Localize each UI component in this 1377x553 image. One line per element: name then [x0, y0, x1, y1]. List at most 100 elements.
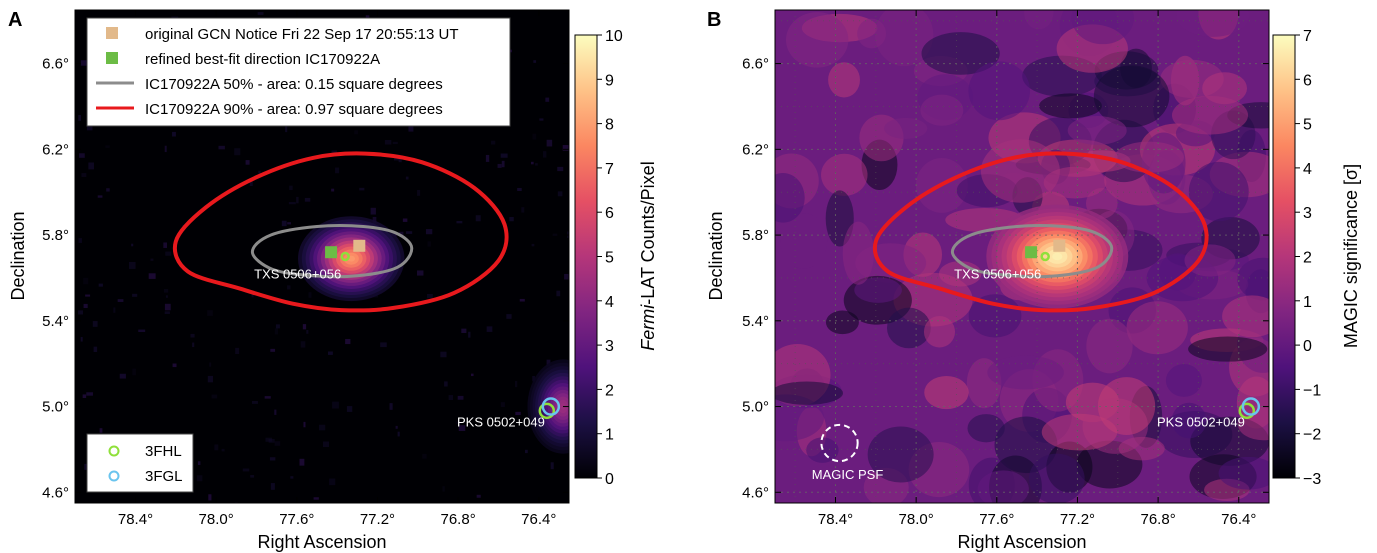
noise-pixel — [448, 395, 454, 401]
noise-pixel — [78, 310, 84, 315]
y-tick-label: 6.2° — [742, 141, 769, 158]
significance-blob — [780, 213, 828, 269]
noise-pixel — [132, 293, 138, 297]
noise-pixel — [172, 131, 176, 137]
noise-pixel — [331, 188, 335, 192]
marker-3fhl — [340, 251, 350, 262]
y-tick-label: 5.0° — [42, 399, 69, 416]
noise-pixel — [440, 351, 447, 358]
noise-pixel — [172, 363, 177, 368]
hotspot-ring — [1052, 252, 1063, 261]
noise-pixel — [500, 402, 505, 408]
noise-pixel — [491, 140, 496, 145]
colorbar-tick-label: 2 — [1303, 250, 1312, 267]
noise-pixel — [564, 273, 569, 280]
noise-pixel — [78, 153, 85, 158]
panel-a-colorbar-label: Fermi-LAT Counts/Pixel — [638, 161, 658, 350]
noise-pixel — [422, 453, 427, 459]
magic-psf-circle — [820, 423, 859, 463]
panel-label-b: B — [707, 9, 721, 31]
panel-a-colorbar-gradient — [574, 34, 598, 479]
significance-blob — [921, 32, 1000, 75]
noise-pixel — [285, 126, 288, 133]
noise-pixel — [270, 348, 276, 352]
noise-pixel — [78, 238, 82, 243]
colorbar-tick-label: 7 — [605, 161, 614, 178]
panel-a-colorbar: 0 1 2 3 4 5 6 7 8 9 10 Fermi-LAT Counts/Pixel — [574, 28, 658, 488]
noise-pixel — [392, 141, 398, 145]
noise-pixel — [221, 448, 225, 452]
noise-pixel — [515, 411, 521, 416]
noise-pixel — [461, 328, 467, 334]
noise-pixel — [517, 187, 522, 192]
panel-b-frame — [774, 9, 1270, 504]
panel-a-x-axis: 78.4° 78.0° 77.6° 77.2° 76.8° 76.4° — [118, 10, 556, 528]
noise-pixel — [405, 231, 413, 234]
noise-pixel — [380, 342, 387, 348]
significance-blob — [1188, 336, 1268, 362]
noise-pixel — [354, 130, 358, 135]
noise-pixel — [545, 97, 550, 102]
noise-pixel — [318, 424, 326, 431]
significance-blob — [1028, 453, 1085, 503]
legend-refined-swatch — [106, 52, 118, 64]
noise-pixel — [531, 243, 535, 247]
source-label-pks: PKS 0502+049 — [457, 415, 545, 430]
noise-pixel — [398, 159, 402, 163]
significance-blob — [980, 139, 1060, 203]
noise-pixel — [485, 154, 490, 162]
colorbar-tick-label: 4 — [1303, 161, 1312, 178]
noise-pixel — [327, 351, 333, 355]
significance-blob — [842, 221, 874, 285]
noise-pixel — [500, 153, 508, 158]
colorbar-tick-label: 6 — [1303, 72, 1312, 89]
noise-pixel — [329, 478, 336, 486]
noise-pixel — [86, 125, 93, 131]
significance-blob — [1218, 456, 1269, 490]
panel-b-colorbar-ticks: −3 −2 −1 0 1 2 3 4 5 6 7 — [1295, 28, 1321, 488]
colorbar-tick-label: 3 — [1303, 205, 1312, 222]
x-tick-label: 76.4° — [521, 511, 556, 528]
noise-pixel — [303, 421, 306, 428]
panel-b-y-axis: 4.6° 5.0° 5.4° 5.8° 6.2° 6.6° — [742, 56, 1269, 501]
significance-blob — [1176, 10, 1250, 37]
noise-pixel — [313, 497, 319, 500]
noise-pixel — [427, 293, 433, 299]
significance-blob — [1043, 166, 1107, 199]
noise-pixel — [207, 375, 213, 383]
x-tick-label: 76.8° — [1141, 511, 1176, 528]
noise-pixel — [532, 133, 537, 140]
panel-a-y-axis: 4.6° 5.0° 5.4° 5.8° 6.2° 6.6° — [42, 56, 569, 501]
legend-refined-label: refined best-fit direction IC170922A — [145, 51, 380, 68]
marker-3fgl — [541, 397, 561, 416]
noise-pixel — [455, 421, 462, 424]
x-tick-label: 77.2° — [1060, 511, 1095, 528]
noise-pixel — [427, 241, 431, 247]
noise-pixel — [148, 273, 156, 279]
significance-blob — [825, 310, 859, 335]
noise-pixel — [525, 449, 528, 454]
significance-blob — [1118, 436, 1165, 461]
y-tick-label: 6.2° — [42, 141, 69, 158]
noise-pixel — [533, 60, 537, 63]
legend-3fhl-swatch — [108, 445, 120, 457]
noise-pixel — [501, 160, 505, 168]
noise-pixel — [543, 151, 547, 158]
noise-pixel — [132, 368, 136, 376]
noise-pixel — [345, 338, 351, 345]
colorbar-tick-label: 5 — [1303, 117, 1312, 134]
noise-pixel — [80, 60, 88, 66]
significance-blob — [1165, 364, 1202, 397]
colorbar-tick-label: 8 — [605, 117, 614, 134]
noise-pixel — [242, 468, 250, 472]
noise-pixel — [218, 145, 225, 150]
colorbar-tick-label: 1 — [605, 427, 614, 444]
noise-pixel — [289, 185, 293, 191]
noise-pixel — [408, 124, 414, 132]
source-label-pks-b: PKS 0502+049 — [1157, 415, 1245, 430]
noise-pixel — [506, 314, 512, 319]
noise-pixel — [97, 195, 103, 198]
noise-pixel — [546, 359, 551, 367]
noise-pixel — [458, 425, 466, 432]
significance-blob — [775, 381, 843, 405]
